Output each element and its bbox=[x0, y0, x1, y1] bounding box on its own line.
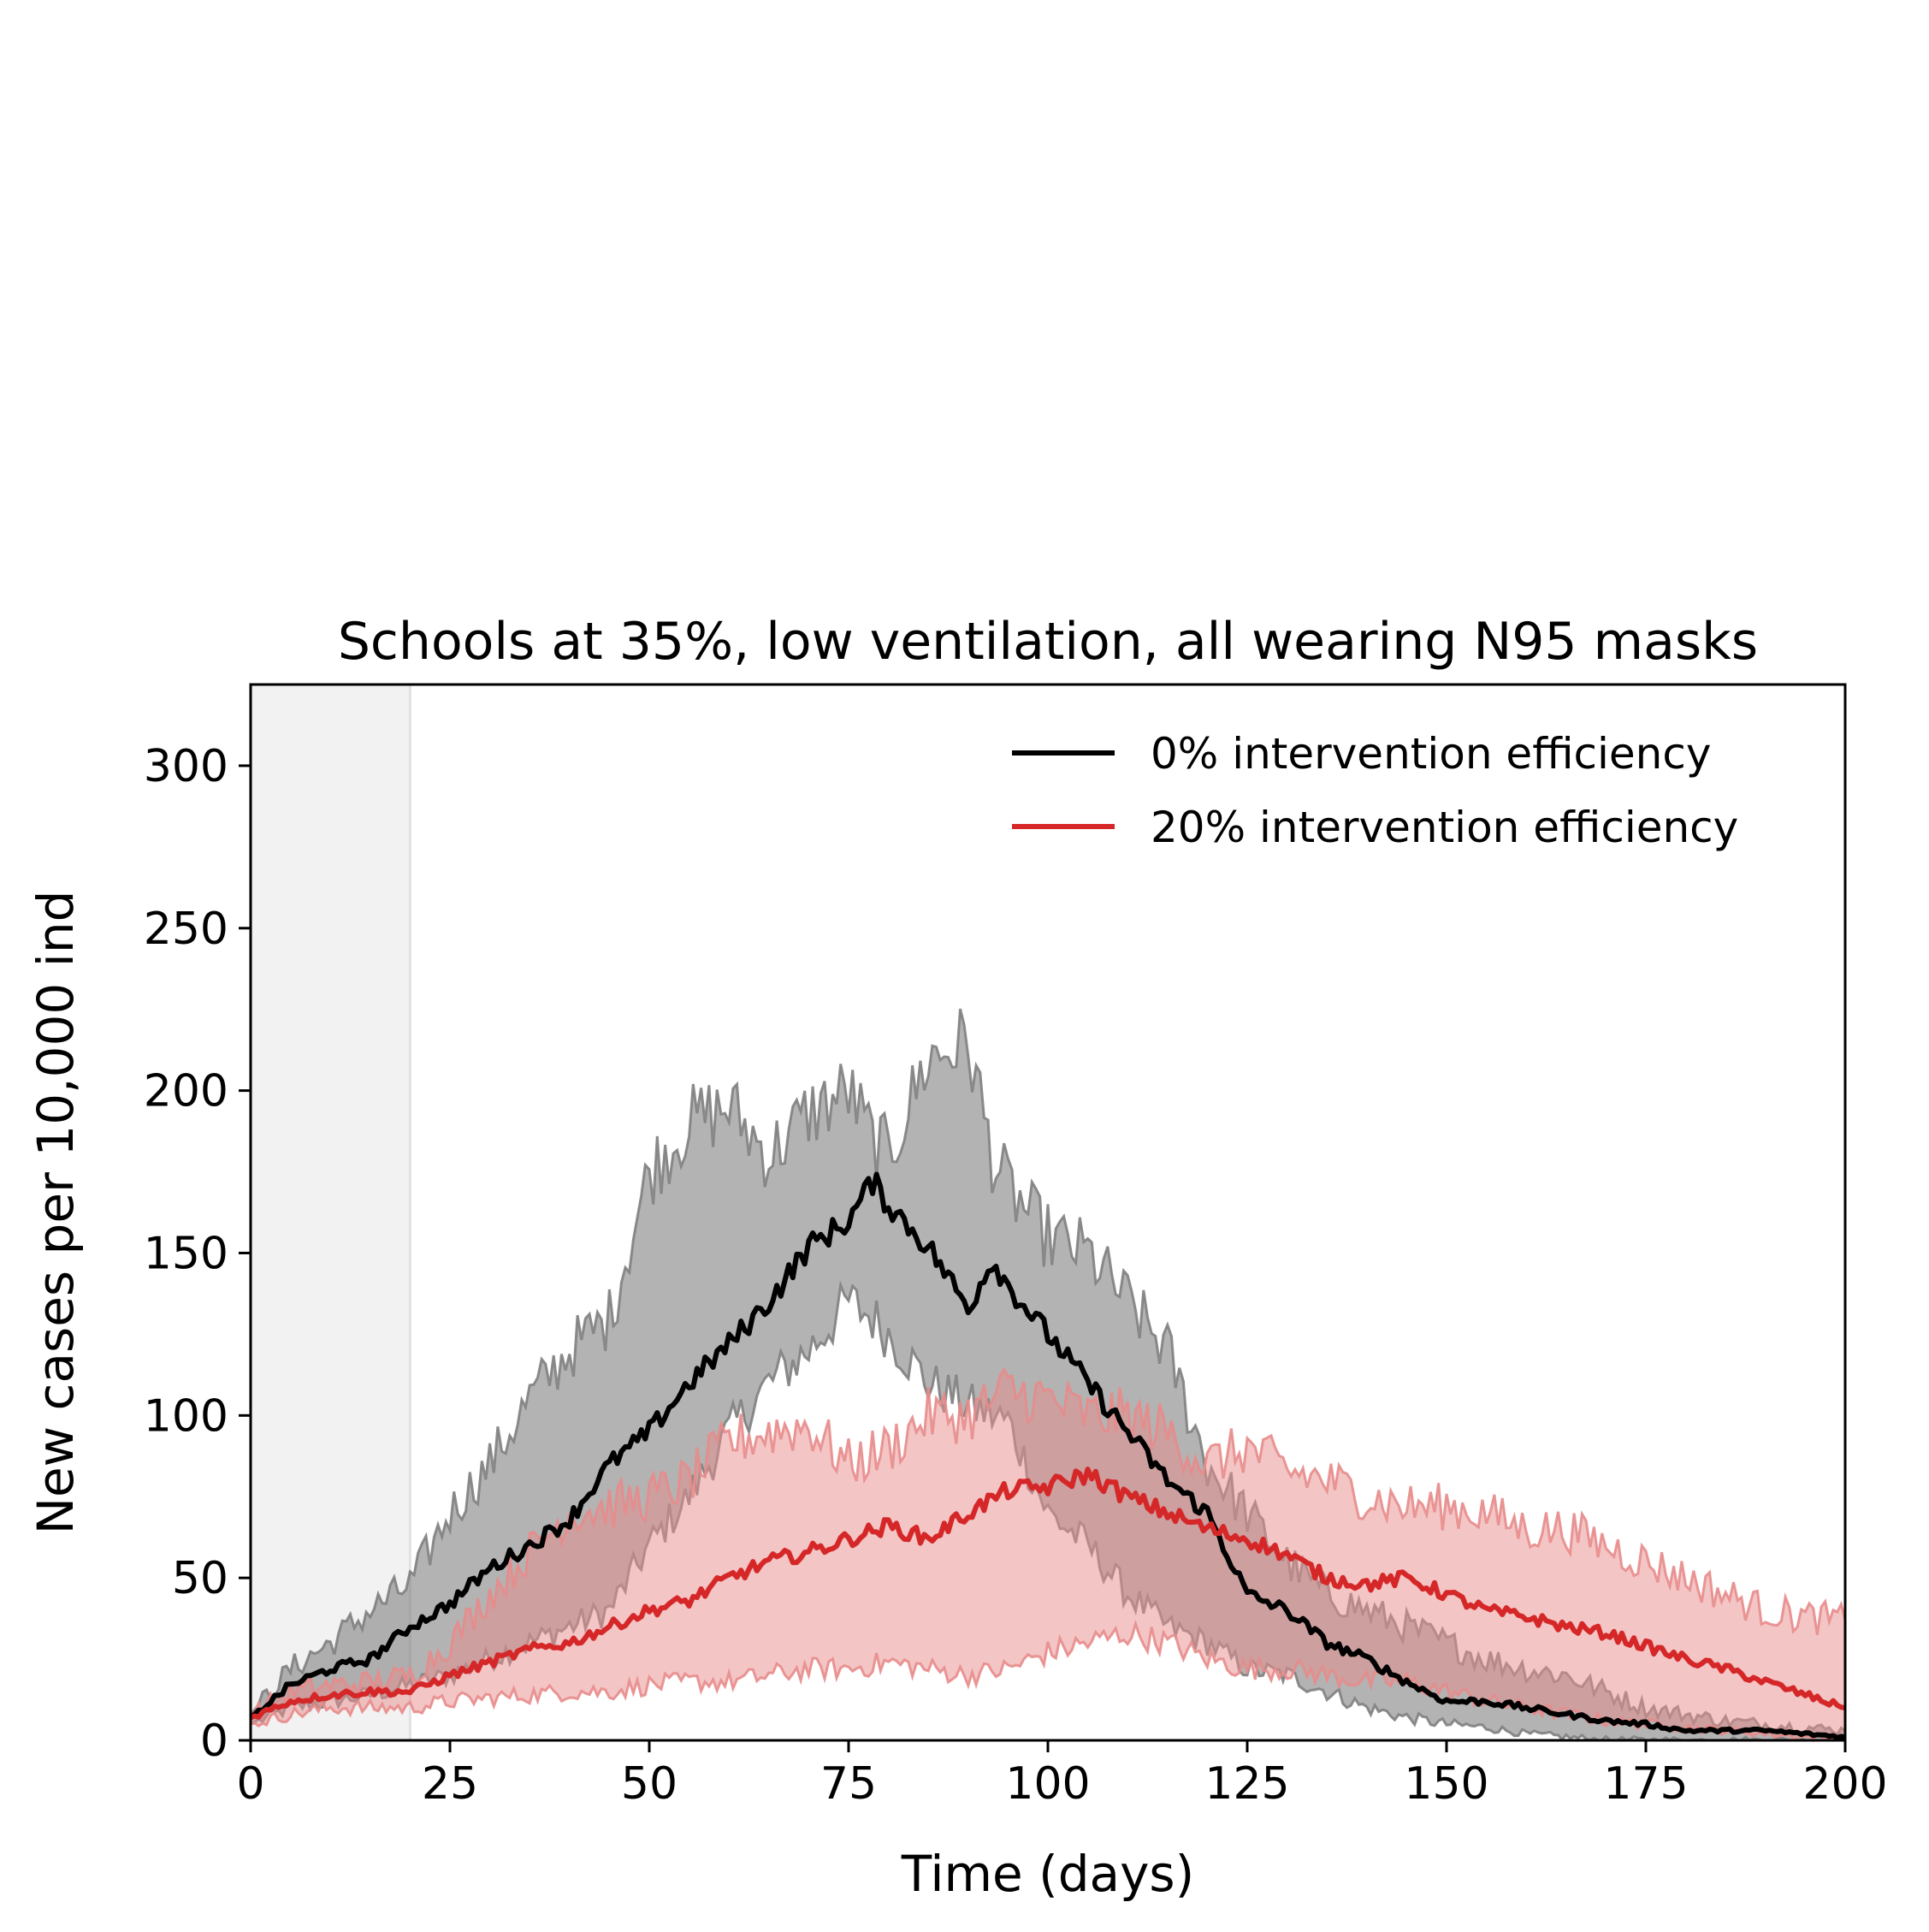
y-tick-label: 150 bbox=[144, 1228, 228, 1279]
x-tick-label: 50 bbox=[621, 1758, 678, 1810]
x-tick-label: 100 bbox=[1005, 1758, 1090, 1810]
x-tick-label: 25 bbox=[422, 1758, 478, 1810]
series-band-upper-1 bbox=[250, 1366, 1847, 1722]
x-tick-label: 175 bbox=[1603, 1758, 1688, 1810]
series-band-1 bbox=[251, 1369, 1845, 1740]
y-tick-label: 300 bbox=[144, 741, 228, 792]
y-tick-label: 0 bbox=[200, 1716, 228, 1767]
y-tick-label: 200 bbox=[144, 1066, 228, 1117]
x-tick-label: 150 bbox=[1404, 1758, 1488, 1810]
x-tick-label: 0 bbox=[236, 1758, 264, 1810]
x-axis-title: Time (days) bbox=[901, 1845, 1195, 1903]
legend-label-0: 0% intervention efficiency bbox=[1151, 729, 1711, 779]
chart-title: Schools at 35%, low ventilation, all wea… bbox=[338, 612, 1758, 672]
y-tick-label: 250 bbox=[144, 904, 228, 955]
x-tick-label: 200 bbox=[1802, 1758, 1887, 1810]
x-tick-label: 75 bbox=[820, 1758, 877, 1810]
shaded-region bbox=[251, 684, 411, 1740]
axis-ticks: 0 25 50 75 100 125 150 175 200 0 50 100 150 200 250 300 bbox=[144, 741, 1888, 1810]
series-band-0 bbox=[251, 1009, 1845, 1740]
series-line-0 bbox=[249, 1171, 1846, 1740]
legend: 0% intervention efficiency 20% interventi… bbox=[1012, 729, 1738, 852]
y-axis-title: New cases per 10,000 ind bbox=[27, 891, 85, 1535]
plot-area bbox=[249, 684, 1847, 1743]
y-tick-label: 50 bbox=[172, 1553, 228, 1604]
legend-label-1: 20% intervention efficiency bbox=[1151, 803, 1738, 852]
x-tick-label: 125 bbox=[1204, 1758, 1289, 1810]
y-tick-label: 100 bbox=[144, 1390, 228, 1442]
series-line-1 bbox=[249, 1467, 1846, 1721]
